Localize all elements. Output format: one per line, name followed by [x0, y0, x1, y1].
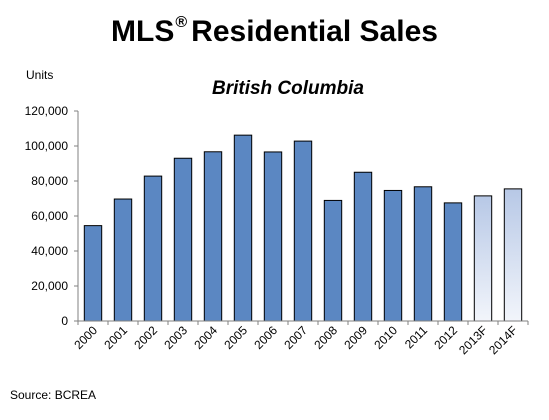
x-tick-label: 2003 [161, 323, 190, 352]
y-tick-label: 0 [61, 314, 68, 328]
bar-2005 [233, 134, 253, 322]
x-tick-label: 2007 [281, 323, 310, 352]
x-tick-label: 2002 [131, 323, 160, 352]
y-tick-label: 40,000 [31, 244, 68, 258]
bar-2001 [113, 198, 133, 322]
bar-2002 [143, 175, 163, 322]
x-tick-label: 2010 [371, 323, 400, 352]
y-tick-label: 80,000 [31, 174, 68, 188]
bar-2006 [263, 151, 283, 322]
bar-2014f [503, 188, 523, 322]
chart-title: MLS® Residential Sales [0, 14, 549, 49]
bar-2003 [173, 157, 193, 322]
title-mls: MLS [111, 15, 175, 48]
x-tick-label: 2001 [101, 323, 130, 352]
x-tick-label: 2004 [191, 323, 220, 352]
x-tick-label: 2009 [341, 323, 370, 352]
bar-2009 [353, 171, 373, 322]
bar-2012 [443, 202, 463, 322]
chart-subtitle: British Columbia [212, 78, 364, 99]
registered-mark: ® [175, 14, 188, 31]
bar-2000 [83, 225, 103, 322]
y-tick-label: 60,000 [31, 209, 68, 223]
bar-2007 [293, 140, 313, 322]
y-tick-label: 20,000 [31, 279, 68, 293]
x-tick-label: 2005 [221, 323, 250, 352]
x-tick-label: 2008 [311, 323, 340, 352]
bar-2004 [203, 151, 223, 322]
x-tick-label: 2000 [71, 323, 100, 352]
y-tick-label: 100,000 [25, 139, 69, 153]
y-axis-unit-label: Units [26, 68, 53, 82]
bar-2008 [323, 199, 343, 322]
bar-2010 [383, 189, 403, 322]
x-tick-label: 2011 [402, 323, 430, 351]
source-note: Source: BCREA [10, 388, 96, 402]
bar-2013f [473, 195, 493, 322]
bar-2011 [413, 186, 433, 322]
x-tick-label: 2013F [456, 323, 490, 357]
x-tick-label: 2006 [251, 323, 280, 352]
x-tick-label: 2014F [486, 323, 520, 357]
title-rest: Residential Sales [191, 15, 438, 48]
y-tick-label: 120,000 [25, 104, 69, 118]
